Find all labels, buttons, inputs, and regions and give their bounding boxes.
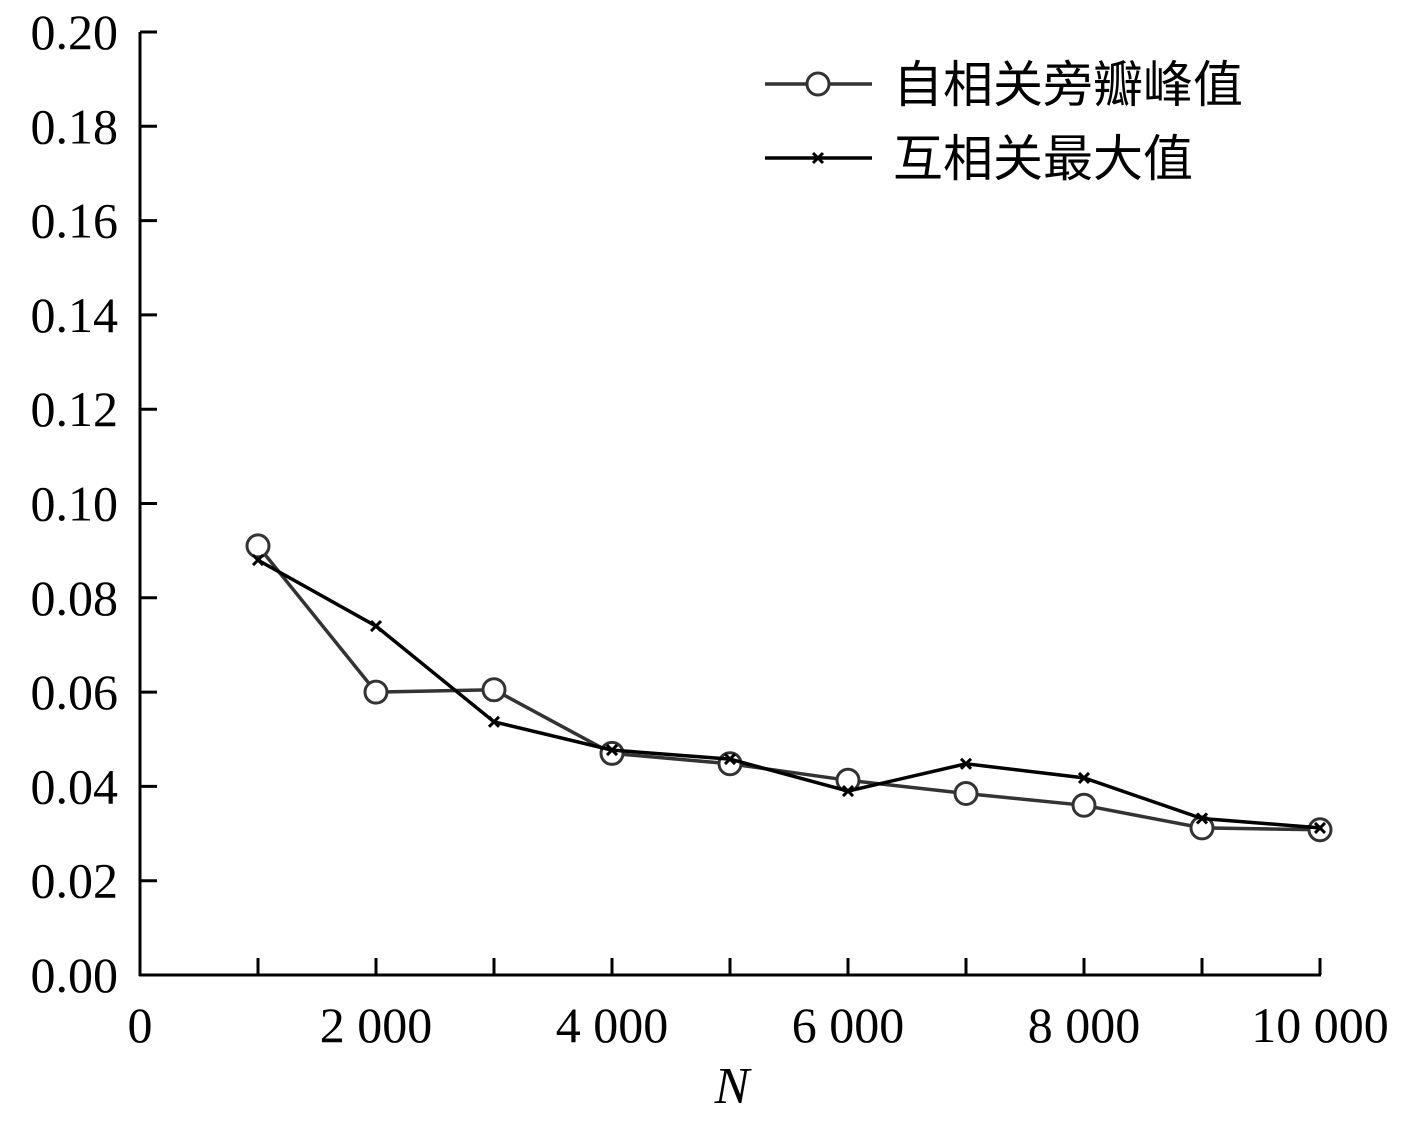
x-tick-label: 0 xyxy=(128,997,153,1053)
x-axis-title: N xyxy=(714,1058,753,1115)
series-line xyxy=(256,544,1321,832)
y-axis: 0.00 0.02 0.04 0.06 0.08 0.10 0.12 0.14 0.16 0.18… xyxy=(31,4,157,1003)
y-tick-label: 0.06 xyxy=(31,664,119,720)
series-line xyxy=(257,558,1321,830)
data-point xyxy=(245,533,271,559)
data-point xyxy=(841,785,855,798)
series-1 xyxy=(245,533,1333,843)
y-tick-label: 0.12 xyxy=(31,381,119,437)
data-point xyxy=(1313,821,1327,834)
series-2 xyxy=(251,554,1327,834)
series-layer xyxy=(245,533,1333,843)
x-axis: 0 2 000 4 000 6 000 8 000 10 000 xyxy=(128,958,1389,1053)
x-marker-stroke xyxy=(1195,812,1209,825)
y-tick-label: 0.18 xyxy=(31,98,119,154)
data-point xyxy=(953,780,979,806)
y-tick-label: 0.02 xyxy=(31,853,119,909)
x-tick-label: 2 000 xyxy=(320,997,433,1053)
x-marker-stroke xyxy=(959,757,973,770)
x-tick-label: 4 000 xyxy=(556,997,669,1053)
y-tick-label: 0.14 xyxy=(31,287,119,343)
data-point xyxy=(1195,812,1209,825)
data-point xyxy=(599,740,625,766)
legend-label: 互相关最大值 xyxy=(893,130,1193,188)
x-marker-stroke xyxy=(1077,771,1091,784)
data-point xyxy=(251,554,265,567)
x-marker-stroke xyxy=(811,151,825,165)
data-point xyxy=(605,744,619,757)
data-point xyxy=(1071,792,1097,818)
x-marker-stroke xyxy=(841,785,855,798)
y-tick-label: 0.10 xyxy=(31,476,119,532)
x-marker-stroke xyxy=(369,620,383,633)
data-point xyxy=(723,752,737,766)
x-marker-stroke xyxy=(1313,821,1327,834)
legend-item-2: 互相关最大值 xyxy=(765,130,1193,188)
x-marker-stroke xyxy=(487,715,501,728)
legend-marker xyxy=(811,151,825,165)
x-tick-label: 6 000 xyxy=(792,997,905,1053)
data-point xyxy=(369,620,383,633)
y-tick-label: 0.20 xyxy=(31,4,119,60)
data-point xyxy=(717,751,743,777)
data-point xyxy=(1077,771,1091,784)
y-tick-label: 0.08 xyxy=(31,570,119,626)
x-tick-label: 10 000 xyxy=(1251,997,1389,1053)
x-marker-stroke xyxy=(723,752,737,766)
y-tick-label: 0.16 xyxy=(31,193,119,249)
legend-marker xyxy=(805,71,831,97)
y-tick-label: 0.00 xyxy=(31,947,119,1003)
legend-label: 自相关旁瓣峰值 xyxy=(893,56,1243,114)
legend-item-1: 自相关旁瓣峰值 xyxy=(765,56,1243,114)
data-point xyxy=(363,679,389,705)
x-marker-stroke xyxy=(605,744,619,757)
data-point xyxy=(481,677,507,703)
x-tick-label: 8 000 xyxy=(1028,997,1141,1053)
data-point xyxy=(959,757,973,770)
x-marker-stroke xyxy=(251,554,265,567)
y-tick-label: 0.04 xyxy=(31,758,119,814)
data-point xyxy=(487,715,501,728)
